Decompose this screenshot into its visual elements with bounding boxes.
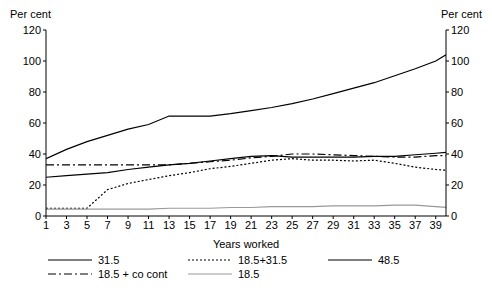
svg-text:3: 3 xyxy=(63,219,69,231)
html-text:Per cent: Per cent xyxy=(10,8,51,20)
svg-text:60: 60 xyxy=(29,117,41,129)
svg-text:60: 60 xyxy=(451,117,463,129)
svg-text:80: 80 xyxy=(451,86,463,98)
svg-text:37: 37 xyxy=(409,219,421,231)
svg-text:Years worked: Years worked xyxy=(213,238,279,250)
svg-text:80: 80 xyxy=(29,86,41,98)
svg-text:39: 39 xyxy=(430,219,442,231)
svg-text:20: 20 xyxy=(451,179,463,191)
svg-text:31: 31 xyxy=(348,219,360,231)
svg-text:5: 5 xyxy=(84,219,90,231)
svg-text:20: 20 xyxy=(29,179,41,191)
html-text:18.5+31.5: 18.5+31.5 xyxy=(238,254,288,266)
svg-text:19: 19 xyxy=(224,219,236,231)
svg-text:40: 40 xyxy=(451,148,463,160)
html-text:Per cent: Per cent xyxy=(441,8,482,20)
svg-text:13: 13 xyxy=(163,219,175,231)
svg-text:120: 120 xyxy=(451,24,469,36)
svg-text:9: 9 xyxy=(125,219,131,231)
svg-text:7: 7 xyxy=(104,219,110,231)
svg-text:29: 29 xyxy=(327,219,339,231)
svg-text:25: 25 xyxy=(286,219,298,231)
svg-text:17: 17 xyxy=(204,219,216,231)
svg-text:40: 40 xyxy=(29,148,41,160)
svg-text:33: 33 xyxy=(368,219,380,231)
svg-text:15: 15 xyxy=(183,219,195,231)
svg-text:35: 35 xyxy=(389,219,401,231)
svg-text:100: 100 xyxy=(23,55,41,67)
html-text:48.5: 48.5 xyxy=(378,254,400,266)
svg-text:0: 0 xyxy=(451,210,457,222)
svg-text:21: 21 xyxy=(245,219,257,231)
html-text:31.5: 31.5 xyxy=(98,254,120,266)
svg-text:0: 0 xyxy=(35,210,41,222)
svg-text:11: 11 xyxy=(143,219,154,231)
svg-text:120: 120 xyxy=(23,24,41,36)
html-text:18.5 + co cont: 18.5 + co cont xyxy=(98,268,168,280)
svg-text:1: 1 xyxy=(43,219,49,231)
svg-text:100: 100 xyxy=(451,55,469,67)
svg-text:23: 23 xyxy=(266,219,278,231)
svg-text:27: 27 xyxy=(307,219,319,231)
html-text:18.5: 18.5 xyxy=(238,268,260,280)
